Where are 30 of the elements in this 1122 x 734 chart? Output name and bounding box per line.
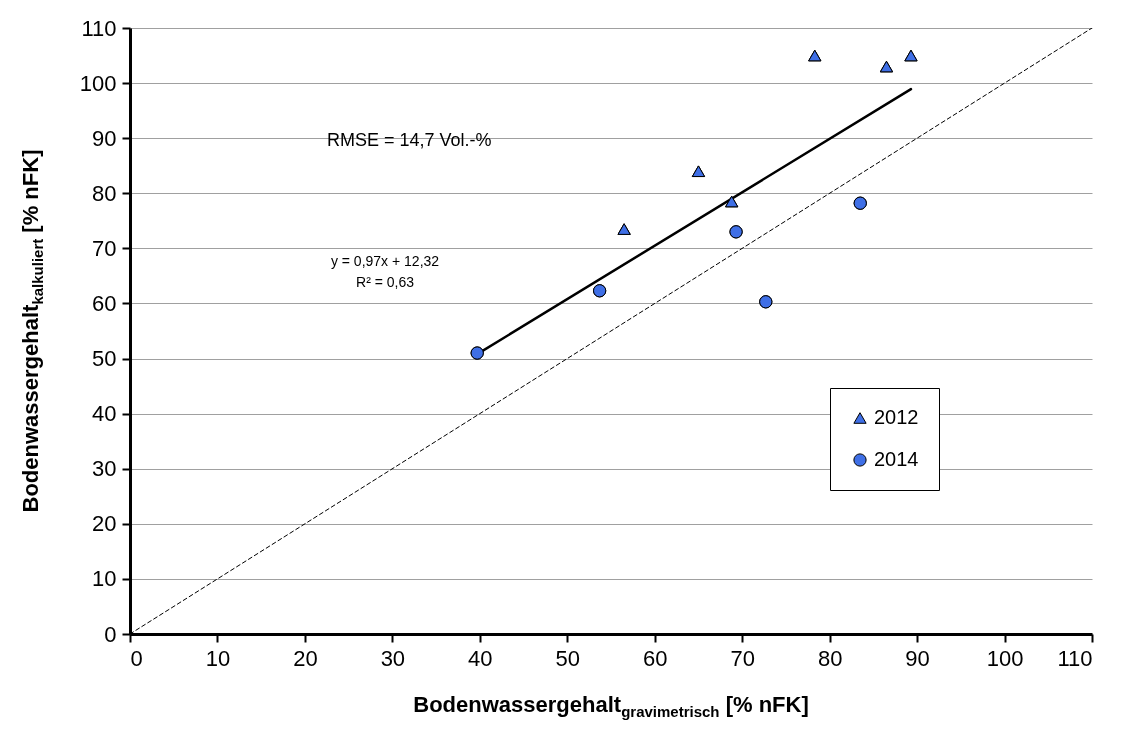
y-tick-label: 10 <box>92 566 117 592</box>
y-tick-label: 40 <box>92 401 117 427</box>
x-tick-label: 80 <box>817 645 843 671</box>
legend-label: 2014 <box>874 448 919 470</box>
y-tick-label: 30 <box>92 456 117 482</box>
y-tick-label: 100 <box>79 70 117 96</box>
x-axis-title: Bodenwassergehalt$_{gravimetrisch}$ [% nFK] <box>413 692 809 721</box>
y-tick-label: 110 <box>81 15 117 41</box>
x-tick-label: 30 <box>380 645 406 671</box>
x-tick-label: 100 <box>986 645 1024 671</box>
x-tick-label: 90 <box>905 645 930 671</box>
annotation: R² = 0,63 <box>356 274 415 290</box>
x-tick-label: 40 <box>468 645 493 671</box>
x-tick-label: 70 <box>730 645 755 671</box>
x-tick-label: 0 <box>130 645 143 671</box>
legend-label: 2012 <box>874 406 919 428</box>
x-tick-label: 60 <box>642 645 668 671</box>
y-tick-label: 50 <box>92 346 117 372</box>
annotation: RMSE = 14,7 Vol.-% <box>327 130 492 150</box>
y-tick-label: 70 <box>92 235 117 261</box>
y-tick-label: 90 <box>92 125 117 151</box>
y-tick-label: 60 <box>92 290 117 316</box>
x-tick-label: 10 <box>205 645 231 671</box>
annotation: y = 0,97x + 12,32 <box>330 253 440 269</box>
y-tick-label: 0 <box>104 621 117 647</box>
x-tick-label: 110 <box>1057 645 1093 671</box>
x-tick-label: 20 <box>293 645 318 671</box>
x-tick-label: 50 <box>555 645 581 671</box>
y-tick-label: 80 <box>92 180 117 206</box>
y-tick-label: 20 <box>92 511 117 537</box>
